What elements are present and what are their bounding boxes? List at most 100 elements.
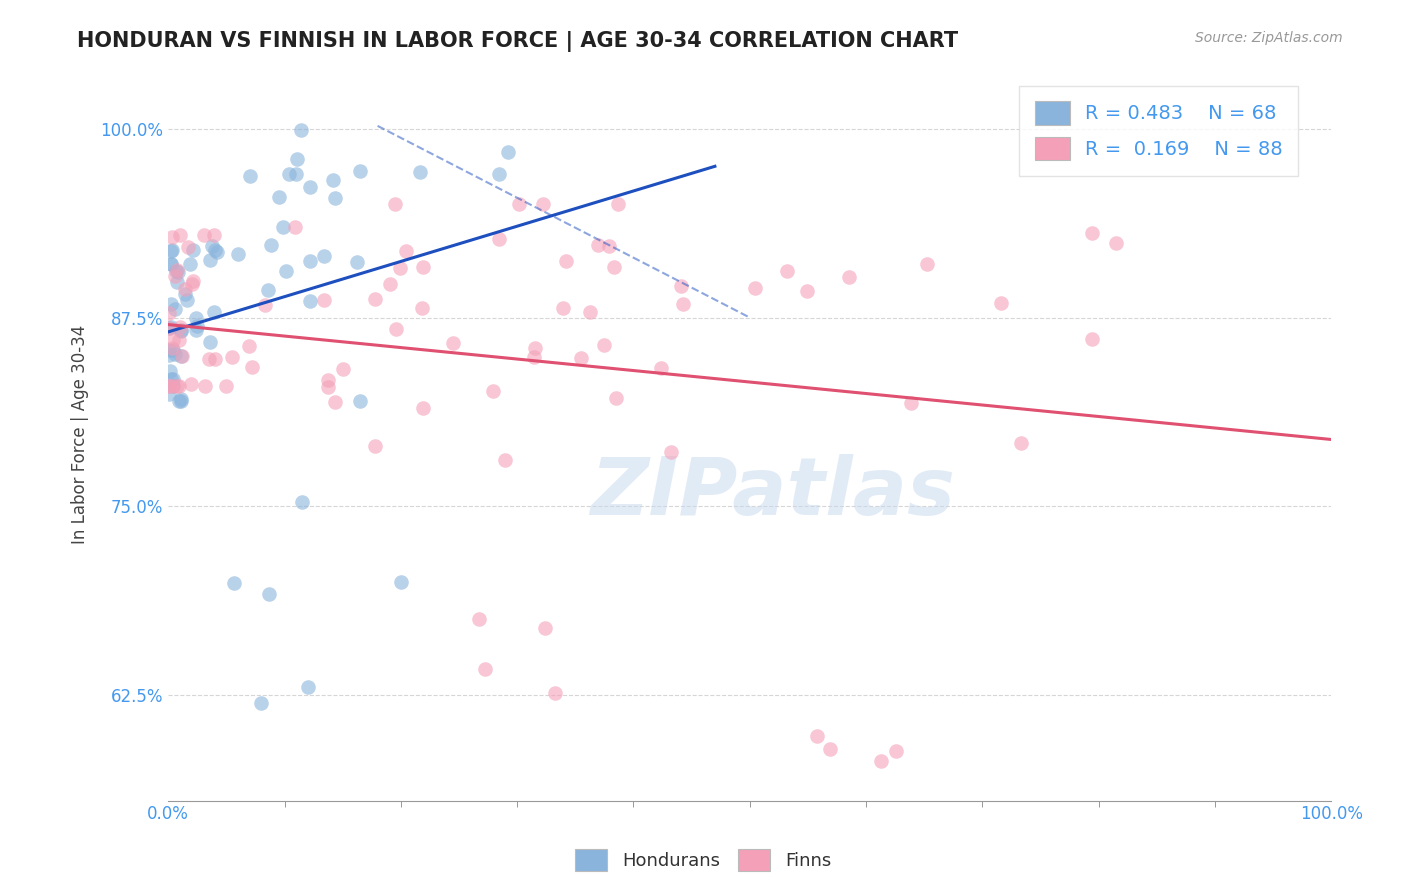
- Point: [239, 169, 262, 183]
- Point: [297, 681, 319, 695]
- Text: Source: ZipAtlas.com: Source: ZipAtlas.com: [1195, 31, 1343, 45]
- Point: [238, 338, 260, 352]
- Point: [166, 276, 188, 290]
- Point: [176, 293, 198, 307]
- Point: [364, 439, 387, 453]
- Point: [221, 350, 243, 364]
- Point: [672, 296, 695, 310]
- Point: [162, 371, 184, 385]
- Point: [524, 341, 547, 355]
- Point: [172, 349, 194, 363]
- Point: [157, 378, 180, 392]
- Point: [181, 274, 204, 288]
- Point: [838, 269, 860, 284]
- Point: [160, 297, 183, 311]
- Point: [193, 227, 215, 242]
- Point: [176, 239, 198, 253]
- Point: [488, 232, 510, 246]
- Point: [202, 304, 225, 318]
- Point: [553, 301, 575, 315]
- Point: [349, 393, 371, 408]
- Point: [159, 364, 181, 378]
- Point: [163, 347, 186, 361]
- Point: [169, 320, 191, 334]
- Point: [322, 173, 344, 187]
- Point: [166, 262, 188, 277]
- Point: [884, 744, 907, 758]
- Point: [159, 320, 181, 334]
- Point: [159, 372, 181, 386]
- Point: [174, 282, 197, 296]
- Point: [186, 323, 208, 337]
- Point: [378, 277, 401, 292]
- Point: [389, 260, 412, 275]
- Point: [818, 741, 841, 756]
- Point: [204, 243, 226, 257]
- Point: [165, 264, 187, 278]
- Legend: R = 0.483    N = 68, R =  0.169    N = 88: R = 0.483 N = 68, R = 0.169 N = 88: [1019, 86, 1298, 176]
- Point: [508, 197, 530, 211]
- Point: [332, 361, 354, 376]
- Point: [224, 576, 246, 591]
- Point: [316, 373, 339, 387]
- Point: [900, 395, 922, 409]
- Point: [198, 335, 221, 350]
- Point: [579, 304, 602, 318]
- Text: ZIPatlas: ZIPatlas: [591, 454, 956, 533]
- Point: [204, 352, 226, 367]
- Point: [488, 167, 510, 181]
- Point: [990, 295, 1012, 310]
- Point: [323, 190, 346, 204]
- Point: [215, 378, 238, 392]
- Point: [776, 263, 799, 277]
- Point: [165, 268, 187, 283]
- Point: [181, 277, 204, 292]
- Point: [157, 320, 180, 334]
- Point: [1105, 235, 1128, 250]
- Point: [412, 260, 434, 274]
- Point: [157, 378, 180, 392]
- Point: [186, 318, 208, 333]
- Point: [170, 349, 193, 363]
- Point: [474, 662, 496, 676]
- Point: [586, 238, 609, 252]
- Point: [179, 257, 201, 271]
- Point: [496, 145, 519, 159]
- Point: [409, 164, 432, 178]
- Point: [1081, 332, 1104, 346]
- Point: [276, 263, 298, 277]
- Point: [650, 361, 672, 376]
- Point: [659, 445, 682, 459]
- Point: [593, 338, 616, 352]
- Point: [285, 152, 308, 166]
- Point: [160, 341, 183, 355]
- Point: [385, 322, 408, 336]
- Point: [257, 283, 280, 297]
- Point: [284, 167, 307, 181]
- Point: [605, 392, 627, 406]
- Point: [533, 197, 555, 211]
- Point: [523, 350, 546, 364]
- Point: [323, 395, 346, 409]
- Point: [291, 495, 314, 509]
- Point: [1010, 436, 1032, 450]
- Point: [395, 244, 418, 258]
- Point: [157, 321, 180, 335]
- Point: [170, 325, 193, 339]
- Point: [157, 343, 180, 357]
- Point: [202, 227, 225, 242]
- Point: [534, 620, 557, 634]
- Point: [170, 393, 193, 408]
- Point: [157, 348, 180, 362]
- Point: [915, 257, 938, 271]
- Point: [441, 336, 464, 351]
- Point: [169, 227, 191, 242]
- Point: [269, 190, 291, 204]
- Point: [277, 167, 299, 181]
- Point: [669, 279, 692, 293]
- Point: [162, 333, 184, 347]
- Point: [157, 306, 180, 320]
- Point: [482, 384, 505, 398]
- Point: [160, 257, 183, 271]
- Point: [806, 729, 828, 743]
